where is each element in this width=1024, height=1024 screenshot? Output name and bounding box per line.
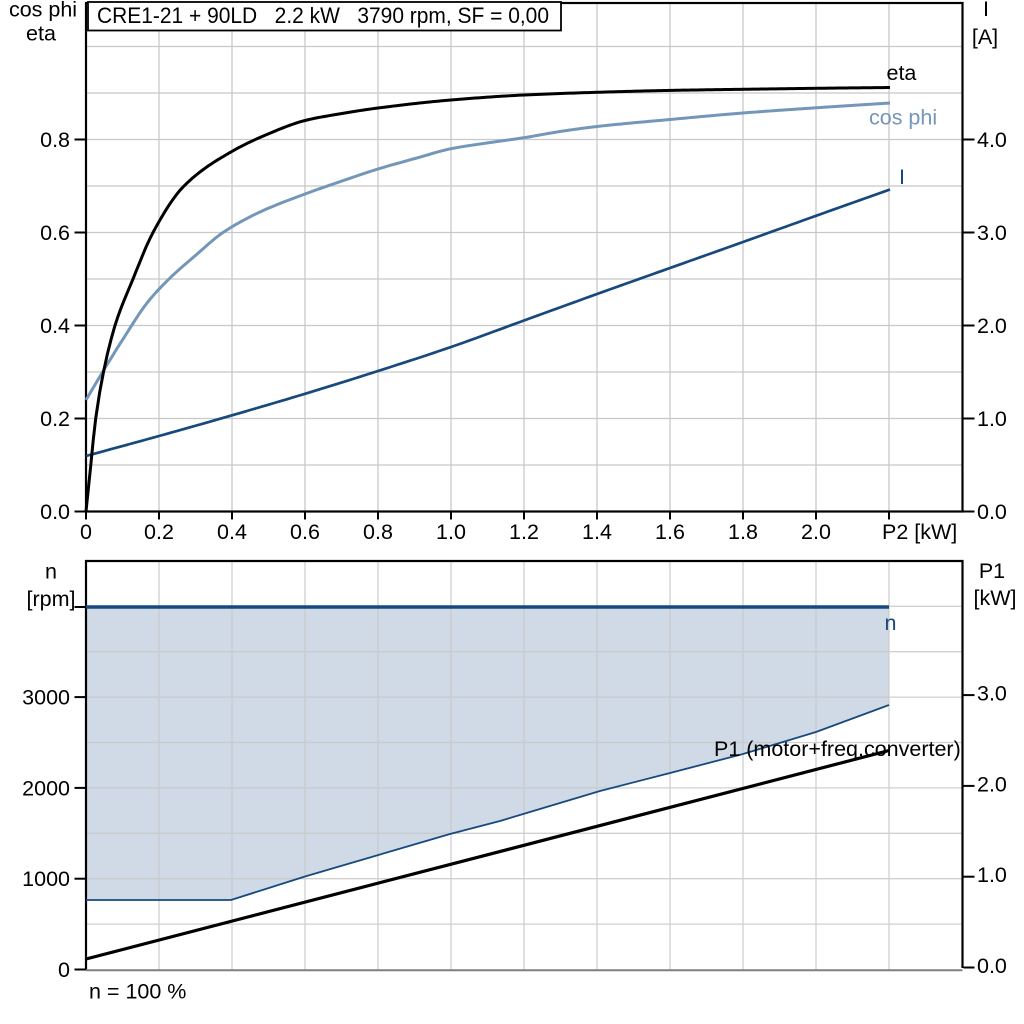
svg-text:1.4: 1.4 [582,520,612,544]
svg-text:I: I [899,165,905,189]
svg-text:1.0: 1.0 [436,520,466,544]
svg-text:0.6: 0.6 [290,520,320,544]
svg-text:CRE1-21 + 90LD 2.2 kW 3790: CRE1-21 + 90LD 2.2 kW 3790 rpm, SF = 0,0… [97,3,549,28]
svg-text:0: 0 [80,520,92,544]
svg-text:2.0: 2.0 [977,772,1007,796]
svg-text:0.6: 0.6 [40,221,70,245]
svg-text:n = 100 %: n = 100 % [89,980,186,1004]
svg-text:1.0: 1.0 [977,863,1007,887]
svg-text:I: I [983,0,989,21]
svg-text:1.8: 1.8 [728,520,758,544]
svg-text:3000: 3000 [22,686,70,710]
svg-text:1.2: 1.2 [509,520,539,544]
svg-text:2.0: 2.0 [977,314,1007,338]
svg-text:3.0: 3.0 [977,221,1007,245]
svg-text:1.6: 1.6 [655,520,685,544]
svg-text:n: n [885,611,897,635]
svg-text:0.0: 0.0 [40,500,70,524]
svg-text:0.0: 0.0 [977,500,1007,524]
svg-text:0.4: 0.4 [217,520,247,544]
svg-text:[kW]: [kW] [974,586,1017,610]
svg-text:0: 0 [58,958,70,982]
svg-text:0.2: 0.2 [40,407,70,431]
svg-text:0.8: 0.8 [40,128,70,152]
svg-text:2.0: 2.0 [801,520,831,544]
svg-text:P1 (motor+freq.converter): P1 (motor+freq.converter) [714,737,961,761]
svg-text:2000: 2000 [22,776,70,800]
svg-text:1.0: 1.0 [977,407,1007,431]
svg-text:0.4: 0.4 [40,314,70,338]
svg-text:0.8: 0.8 [363,520,393,544]
svg-text:P2 [kW]: P2 [kW] [882,520,957,544]
svg-text:n: n [45,560,57,584]
svg-text:P1: P1 [979,559,1005,583]
svg-text:eta: eta [887,61,917,85]
svg-text:1000: 1000 [22,867,70,891]
svg-text:[rpm]: [rpm] [27,587,76,611]
svg-text:4.0: 4.0 [977,128,1007,152]
svg-text:[A]: [A] [972,25,998,49]
svg-text:3.0: 3.0 [977,682,1007,706]
svg-text:cos phi: cos phi [9,0,77,22]
svg-text:0.0: 0.0 [977,954,1007,978]
svg-text:cos phi: cos phi [869,106,937,130]
svg-text:0.2: 0.2 [144,520,174,544]
svg-text:eta: eta [26,22,56,46]
